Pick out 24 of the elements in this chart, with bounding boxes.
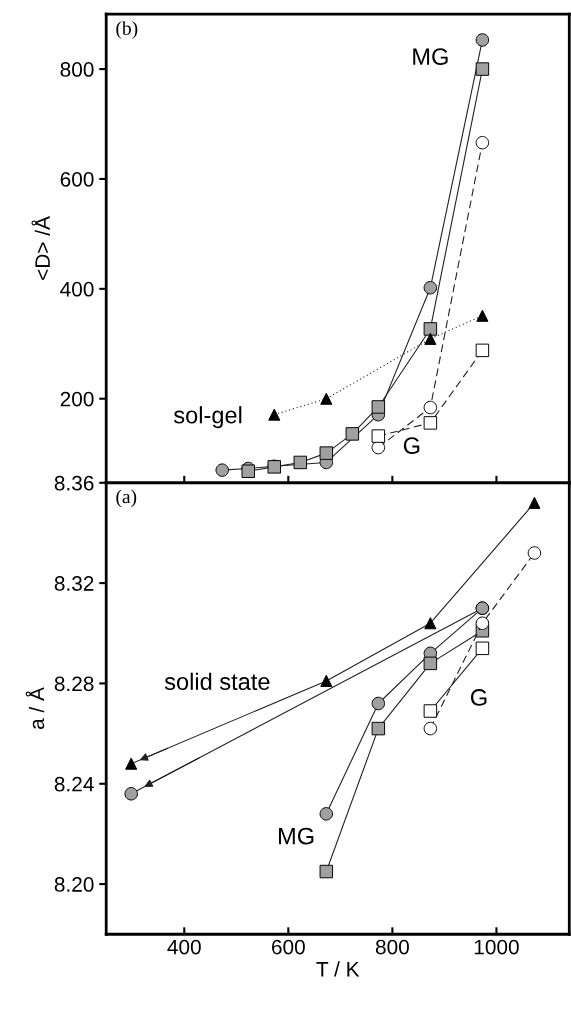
y-tick-label: 8.32 <box>54 576 94 591</box>
y-axis-title: a / Å <box>25 687 45 730</box>
annotation: MG <box>278 827 314 845</box>
y-tick-label: 800 <box>60 62 94 77</box>
annotation: G <box>470 689 487 706</box>
x-axis-title: T / K <box>316 961 360 977</box>
annotation: (a) <box>116 489 137 508</box>
y-tick-label: 8.36 <box>54 475 94 491</box>
x-tick-label: 1000 <box>474 939 519 955</box>
annotation: (b) <box>116 21 138 39</box>
annotation: G <box>403 437 420 454</box>
y-tick-label: 600 <box>60 171 94 187</box>
y-tick-label: 8.28 <box>54 676 94 692</box>
y-tick-label: 8.24 <box>54 776 94 792</box>
annotation: sol-gel <box>173 406 242 429</box>
annotation: solid state <box>164 672 270 691</box>
y-axis-title: <D> /Å <box>31 216 50 280</box>
x-tick-label: 600 <box>272 939 305 955</box>
y-tick-label: 200 <box>60 391 94 407</box>
y-tick-label: 400 <box>60 281 94 297</box>
x-tick-label: 800 <box>375 939 409 955</box>
annotation: MG <box>413 48 448 65</box>
x-tick-label: 400 <box>167 939 201 955</box>
y-tick-label: 8.20 <box>54 877 94 892</box>
